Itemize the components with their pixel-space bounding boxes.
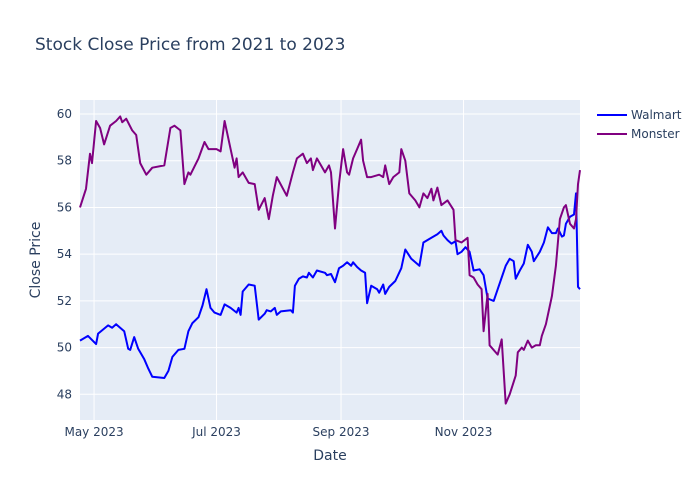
legend[interactable]: Walmart Monster [597,108,682,141]
chart-title: Stock Close Price from 2021 to 2023 [35,35,345,55]
x-gridlines [93,100,465,420]
series-line-monster [79,115,581,405]
x-tick-label: Sep 2023 [313,425,370,439]
legend-label: Walmart [631,108,682,122]
series-lines [79,115,581,405]
x-tick-labels: May 2023 Jul 2023 Sep 2023 Nov 2023 [64,425,492,439]
y-tick-labels: 48 50 52 54 56 58 60 [57,107,72,401]
legend-item-walmart[interactable]: Walmart [597,108,682,122]
y-tick-label: 56 [57,200,72,214]
x-tick-label: May 2023 [64,425,123,439]
y-tick-label: 54 [57,247,72,261]
y-tick-label: 60 [57,107,72,121]
y-axis-title: Close Price [28,222,44,299]
legend-item-monster[interactable]: Monster [597,127,680,141]
series-line-walmart [79,192,581,379]
x-tick-label: Jul 2023 [191,425,241,439]
y-tick-label: 50 [57,341,72,355]
legend-label: Monster [631,127,680,141]
y-gridlines [80,113,580,395]
plot-area [80,100,580,420]
y-tick-label: 48 [57,387,72,401]
y-tick-label: 52 [57,294,72,308]
y-tick-label: 58 [57,154,72,168]
x-axis-title: Date [313,448,346,464]
x-tick-label: Nov 2023 [435,425,493,439]
